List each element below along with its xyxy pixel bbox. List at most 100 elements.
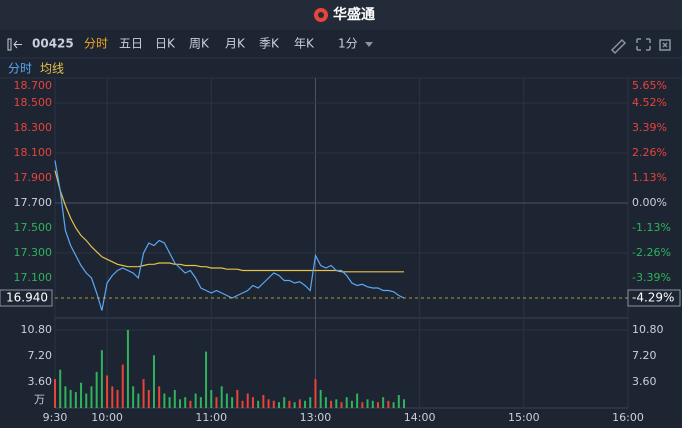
tab[interactable]: 分时	[84, 37, 108, 51]
legend-entry: 分时	[8, 62, 32, 76]
volume-bar	[262, 394, 265, 408]
volume-tick-label: 3.60	[632, 375, 657, 388]
volume-unit: 万	[34, 393, 45, 406]
tab[interactable]: 季K	[259, 37, 280, 51]
volume-bar	[163, 393, 166, 408]
y-tick-label: 18.300	[14, 121, 53, 134]
volume-bar	[298, 399, 301, 408]
tool-icons[interactable]	[610, 38, 671, 55]
y2-tick-label: -1.13%	[632, 221, 671, 234]
period[interactable]: 1分	[338, 37, 358, 51]
y2-tick-label: 5.65%	[632, 79, 667, 92]
x-tick-label: 16:00	[612, 411, 644, 424]
y2-tick-label: 1.13%	[632, 171, 667, 184]
stock-code: 00425	[32, 37, 74, 51]
header-title: 华盛通	[333, 6, 375, 23]
volume-bar	[340, 402, 343, 408]
tab[interactable]: 日K	[155, 37, 176, 51]
x-tick-label: 10:00	[91, 411, 123, 424]
y-tick-label: 17.700	[14, 196, 53, 209]
volume-bar	[356, 393, 359, 408]
volume-bar	[90, 386, 93, 408]
volume-bar	[241, 400, 244, 408]
series-line	[54, 170, 404, 273]
volume-bar	[147, 389, 150, 408]
volume-bar	[387, 400, 390, 408]
tab[interactable]: 周K	[189, 37, 210, 51]
y2-tick-label: -3.39%	[632, 271, 671, 284]
volume-bar	[257, 400, 260, 408]
y-tick-label: 17.100	[14, 271, 53, 284]
volume-bar	[314, 379, 317, 408]
volume-bar	[324, 397, 327, 408]
volume-bar	[288, 400, 291, 408]
volume-bar	[210, 389, 213, 408]
x-tick-label: 9:30	[43, 411, 68, 424]
volume-tick-label: 10.80	[632, 323, 664, 336]
volume-bar	[246, 393, 249, 408]
volume-bar	[137, 393, 140, 408]
volume-bar	[397, 394, 400, 408]
volume-bar	[184, 397, 187, 408]
exit-icon[interactable]	[7, 38, 22, 51]
volume-bar	[277, 402, 280, 408]
volume-bar	[54, 379, 56, 408]
volume-bar	[95, 371, 98, 408]
volume-bar	[85, 393, 88, 408]
volume-bar	[392, 402, 395, 408]
volume-tick-label: 7.20	[632, 349, 657, 362]
volume-bar	[371, 400, 374, 408]
volume-bar	[64, 386, 67, 408]
volume-bar	[132, 386, 135, 408]
volume-bar	[126, 329, 129, 408]
volume-bar	[189, 400, 192, 408]
volume-bar	[361, 402, 364, 408]
y2-tick-label: 3.39%	[632, 121, 667, 134]
tab[interactable]: 月K	[225, 37, 246, 51]
y2-tick-label: 4.52%	[632, 96, 667, 109]
toolbar	[0, 30, 682, 58]
volume-bar	[152, 355, 155, 408]
volume-bar	[199, 397, 202, 408]
header-bar	[0, 0, 682, 30]
volume-bar	[225, 393, 228, 408]
volume-bar	[179, 399, 182, 408]
volume-bar	[100, 350, 103, 408]
tab[interactable]: 五日	[119, 37, 143, 51]
volume-bar	[74, 392, 77, 408]
volume-bar	[319, 389, 322, 408]
x-tick-label: 15:00	[508, 411, 540, 424]
tabs: 分时 五日 日K 周K 月K 季K 年K	[84, 37, 315, 51]
last-change-box	[627, 289, 681, 307]
logo	[314, 8, 328, 22]
volume-bar	[158, 386, 161, 408]
volume-bar	[376, 402, 379, 408]
volume-bar	[173, 389, 176, 408]
volume-bar	[111, 386, 114, 408]
legend-entry: 均线	[40, 62, 64, 76]
volume-tick-label: 10.80	[21, 323, 53, 336]
volume-tick-label: 7.20	[28, 349, 53, 362]
tab[interactable]: 年K	[294, 37, 315, 51]
dropdown-arrow[interactable]	[365, 42, 373, 47]
x-tick-label: 13:00	[300, 411, 332, 424]
volume-bar	[283, 397, 286, 408]
volume-tick-label: 3.60	[28, 375, 53, 388]
last-price-box	[0, 289, 53, 307]
last-price-label: 16.940	[6, 291, 48, 305]
volume-bar	[293, 402, 296, 408]
volume-bar	[215, 397, 218, 408]
volume-bar	[345, 397, 348, 408]
last-change-label: -4.29%	[632, 291, 674, 305]
volume-bar	[382, 397, 385, 408]
volume-bar	[168, 397, 171, 408]
volume-bar	[116, 389, 119, 408]
y2-tick-label: 0.00%	[632, 196, 667, 209]
volume-bar	[80, 382, 83, 408]
y2-tick-label: 2.26%	[632, 146, 667, 159]
volume-bar	[194, 393, 197, 408]
y2-tick-label: -2.26%	[632, 246, 671, 259]
volume-bar	[220, 386, 223, 408]
volume-bar	[330, 400, 333, 408]
